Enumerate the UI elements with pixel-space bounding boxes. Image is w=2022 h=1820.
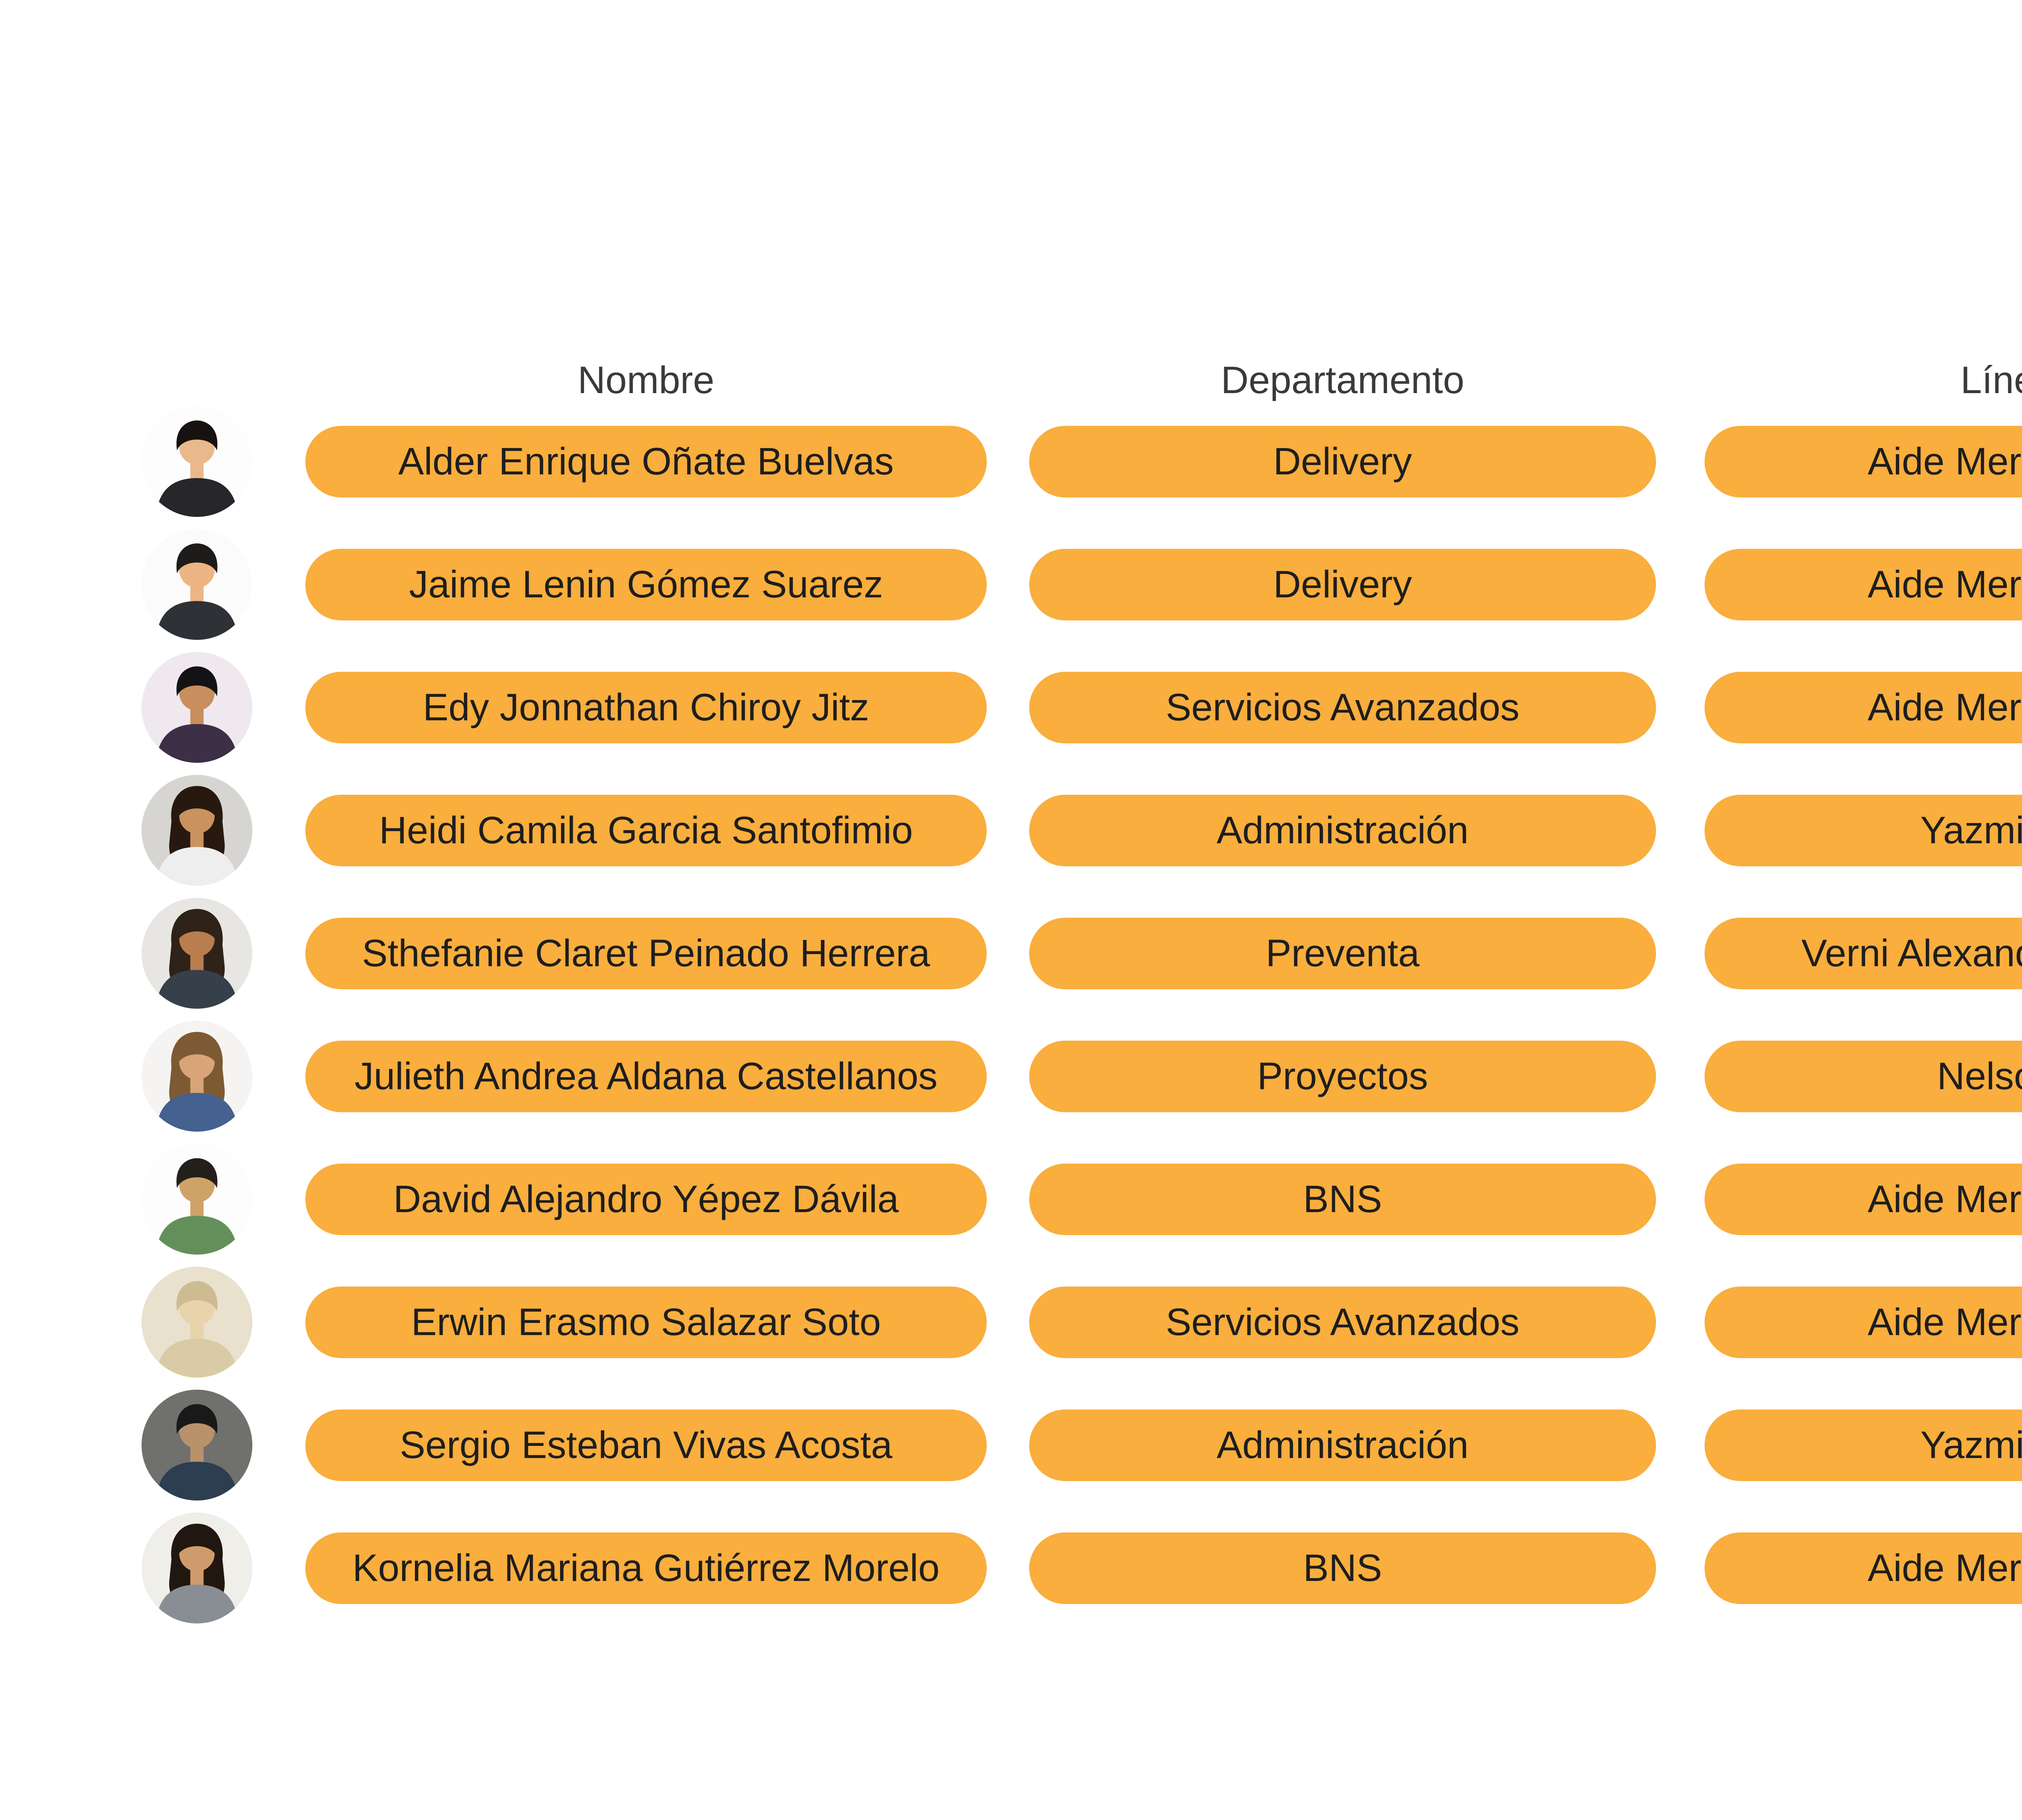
avatar-photo	[142, 1513, 252, 1623]
cell-departamento: Delivery	[1029, 426, 1656, 497]
person-icon	[142, 1390, 252, 1500]
table-row: Jaime Lenin Gómez Suarez Delivery Aide M…	[0, 529, 2022, 640]
cell-reporte: Aide Mercedes Espejo Mora	[1705, 672, 2022, 743]
person-icon	[142, 406, 252, 517]
cell-reporte: Aide Mercedes Espejo Mora	[1705, 1164, 2022, 1235]
cell-reporte: Verni Alexander Hernández Morales	[1705, 918, 2022, 989]
cell-nombre: Julieth Andrea Aldana Castellanos	[305, 1041, 987, 1112]
avatar-photo	[142, 1144, 252, 1255]
person-icon	[142, 1513, 252, 1623]
cell-departamento: Administración	[1029, 795, 1656, 866]
cell-reporte: Yazmin Acuña Donato	[1705, 795, 2022, 866]
avatar-photo	[142, 1021, 252, 1132]
column-header-linea-de-reporte: Línea de Reporte	[1960, 359, 2022, 402]
table-row: Alder Enrique Oñate Buelvas Delivery Aid…	[0, 406, 2022, 517]
cell-nombre: Edy Jonnathan Chiroy Jitz	[305, 672, 987, 743]
table-row: Kornelia Mariana Gutiérrez Morelo BNS Ai…	[0, 1513, 2022, 1623]
cell-departamento: BNS	[1029, 1164, 1656, 1235]
cell-nombre: Erwin Erasmo Salazar Soto	[305, 1287, 987, 1358]
cell-reporte: Aide Mercedes Espejo Mora	[1705, 426, 2022, 497]
person-icon	[142, 652, 252, 763]
cell-reporte: Aide Mercedes Espejo Mora	[1705, 1532, 2022, 1604]
table-row: Sergio Esteban Vivas Acosta Administraci…	[0, 1390, 2022, 1500]
table-row: Erwin Erasmo Salazar Soto Servicios Avan…	[0, 1267, 2022, 1378]
table-row: David Alejandro Yépez Dávila BNS Aide Me…	[0, 1144, 2022, 1255]
person-icon	[142, 775, 252, 886]
avatar-photo	[142, 898, 252, 1009]
cell-reporte: Yazmin Acuña Donato	[1705, 1409, 2022, 1481]
avatar-photo	[142, 1267, 252, 1378]
cell-departamento: BNS	[1029, 1532, 1656, 1604]
cell-nombre: Kornelia Mariana Gutiérrez Morelo	[305, 1532, 987, 1604]
avatar-photo	[142, 652, 252, 763]
cell-reporte: Aide Mercedes Espejo Mora	[1705, 549, 2022, 620]
cell-departamento: Servicios Avanzados	[1029, 672, 1656, 743]
cell-nombre: Jaime Lenin Gómez Suarez	[305, 549, 987, 620]
cell-reporte: Aide Mercedes Espejo Mora	[1705, 1287, 2022, 1358]
person-icon	[142, 898, 252, 1009]
person-icon	[142, 1144, 252, 1255]
avatar-photo	[142, 406, 252, 517]
table-row: Julieth Andrea Aldana Castellanos Proyec…	[0, 1021, 2022, 1132]
column-header-departamento: Departamento	[1220, 359, 1464, 402]
cell-nombre: Sergio Esteban Vivas Acosta	[305, 1409, 987, 1481]
cell-departamento: Administración	[1029, 1409, 1656, 1481]
column-header-nombre: Nombre	[577, 359, 715, 402]
cell-departamento: Proyectos	[1029, 1041, 1656, 1112]
cell-nombre: David Alejandro Yépez Dávila	[305, 1164, 987, 1235]
cell-departamento: Delivery	[1029, 549, 1656, 620]
avatar-photo	[142, 775, 252, 886]
person-icon	[142, 1267, 252, 1378]
cell-nombre: Alder Enrique Oñate Buelvas	[305, 426, 987, 497]
cell-nombre: Heidi Camila Garcia Santofimio	[305, 795, 987, 866]
person-icon	[142, 529, 252, 640]
cell-nombre: Sthefanie Claret Peinado Herrera	[305, 918, 987, 989]
avatar-photo	[142, 1390, 252, 1500]
table-row: Sthefanie Claret Peinado Herrera Prevent…	[0, 898, 2022, 1009]
cell-reporte: Nelson Silva Azuero	[1705, 1041, 2022, 1112]
cell-departamento: Servicios Avanzados	[1029, 1287, 1656, 1358]
avatar-photo	[142, 529, 252, 640]
table-row: Edy Jonnathan Chiroy Jitz Servicios Avan…	[0, 652, 2022, 763]
cell-departamento: Preventa	[1029, 918, 1656, 989]
table-row: Heidi Camila Garcia Santofimio Administr…	[0, 775, 2022, 886]
person-icon	[142, 1021, 252, 1132]
